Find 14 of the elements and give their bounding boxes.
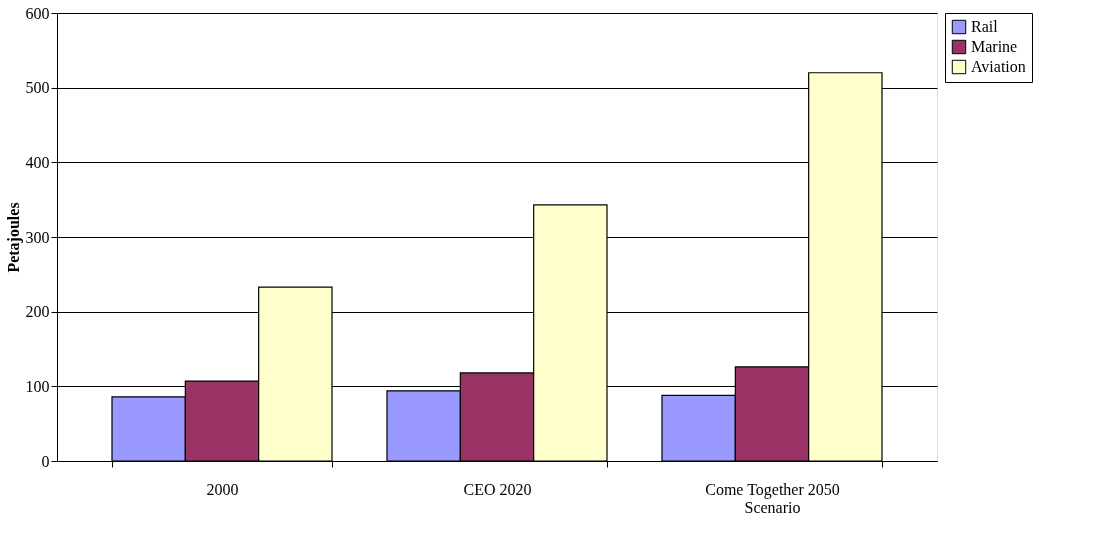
- y-tick-label: 600: [25, 4, 50, 22]
- y-tick-label: 400: [25, 153, 50, 171]
- y-tick-label: 0: [41, 452, 50, 470]
- legend-label: Rail: [971, 18, 999, 35]
- legend-label: Marine: [971, 38, 1018, 55]
- y-tick-label: 300: [25, 228, 50, 246]
- y-axis-title: Petajoules: [4, 202, 23, 273]
- x-tick-label: CEO 2020: [463, 480, 532, 498]
- x-tick-label: 2000: [206, 480, 239, 498]
- legend-label: Aviation: [971, 58, 1026, 75]
- y-tick-label: 100: [25, 377, 50, 395]
- x-tick-label: Come Together 2050 Scenario: [705, 480, 840, 516]
- y-tick-label: 200: [25, 303, 50, 321]
- y-tick-label: 500: [25, 79, 50, 97]
